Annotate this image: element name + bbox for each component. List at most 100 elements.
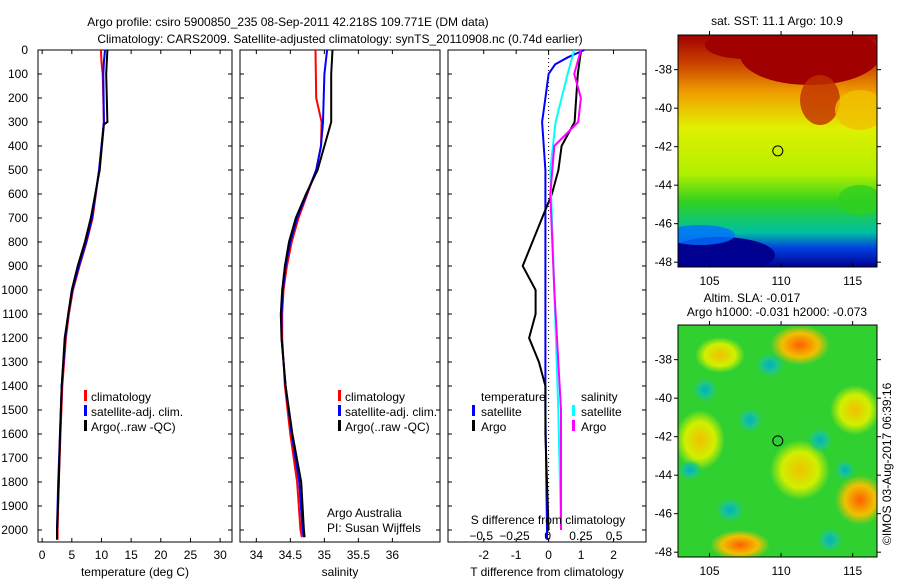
series-line-argo-raw-qc-: [56, 49, 109, 540]
annotation-argo-australia: Argo Australia: [327, 506, 402, 520]
y-tick-label: 800: [8, 235, 28, 249]
series-line-climatology: [56, 49, 105, 540]
x-tick-label: 110: [772, 564, 791, 578]
salinity-legend: climatology satellite-adj. clim. Argo(..…: [327, 390, 437, 535]
y-tick-label: 700: [8, 211, 28, 225]
y-tick-label: -40: [655, 391, 673, 405]
y-tick-label: -46: [655, 217, 673, 231]
temperature-panel: 0100200300400500600700800900100011001200…: [1, 43, 233, 579]
legend-label: climatology: [345, 390, 405, 404]
x2-tick-label: 0.5: [606, 529, 623, 543]
y-tick-label: 1200: [1, 331, 28, 345]
legend-label: climatology: [91, 390, 151, 404]
legend-label: Argo(..raw -QC): [345, 420, 430, 434]
y-tick-label: 500: [8, 163, 28, 177]
x-tick-label: 105: [699, 274, 719, 288]
map-frame: [677, 324, 878, 558]
x-axis-label: T difference from climatology: [470, 565, 624, 579]
legend-label: satellite: [581, 405, 622, 419]
x-tick-label: 35.5: [347, 548, 371, 562]
x-tick-label: 0: [545, 548, 552, 562]
x-tick-label: 1: [578, 548, 585, 562]
y-tick-label: 0: [21, 43, 28, 57]
difference-panel: -2 -1 0 1 2 T difference from climatology −0.5…: [447, 49, 647, 579]
y-tick-label: -42: [655, 140, 673, 154]
y-tick-label: 600: [8, 187, 28, 201]
y-tick-label: 1800: [1, 475, 28, 489]
x-tick-label: 15: [124, 548, 138, 562]
y-tick-label: 200: [8, 91, 28, 105]
s-axis-label: S difference from climatology: [471, 513, 626, 527]
x-tick-label: 34: [250, 548, 264, 562]
legend-heading-salinity: salinity: [581, 390, 618, 404]
x-tick-label: 2: [610, 548, 617, 562]
sla-map-subtitle: Argo h1000: -0.031 h2000: -0.073: [687, 305, 867, 319]
legend-swatch-t-argo: [472, 420, 475, 431]
temperature-legend: climatology satellite-adj. clim. Argo(..…: [84, 390, 183, 434]
y-tick-label: 1600: [1, 427, 28, 441]
x-tick-label: 25: [184, 548, 198, 562]
sst-map-axes: 105 110 115 -38 -40 -42 -44 -46 -48: [655, 31, 881, 288]
copyright-footer: ©IMOS 03-Aug-2017 06:39:16: [880, 382, 894, 545]
legend-swatch-s-satellite: [572, 405, 575, 416]
argo-location-marker: [772, 435, 784, 447]
sla-map-title: Altim. SLA: -0.017: [704, 291, 801, 305]
x-tick-label: 34.5: [279, 548, 303, 562]
legend-swatch-argo: [338, 420, 341, 431]
series-line-s-satellite: [549, 49, 576, 531]
x-axis-label: temperature (deg C): [81, 565, 189, 579]
x-tick-label: 0: [39, 548, 46, 562]
x-tick-label: 30: [213, 548, 227, 562]
x2-tick-label: −0.25: [499, 529, 530, 543]
y-tick-label: 1700: [1, 451, 28, 465]
legend-swatch-satellite: [338, 405, 341, 416]
difference-legend: temperature salinity satellite Argo sate…: [471, 390, 626, 527]
legend-label: satellite: [481, 405, 522, 419]
y-tick-label: -38: [655, 63, 673, 77]
series-line-argo-raw-qc-: [279, 49, 334, 538]
plot-frame: [239, 49, 441, 543]
x-tick-label: 115: [843, 564, 862, 578]
argo-location-marker: [772, 145, 784, 157]
y-tick-label: 1400: [1, 379, 28, 393]
sla-map-axes: 105 110 115 -38 -40 -42 -44 -46 -48: [655, 321, 881, 578]
y-tick-label: -48: [655, 255, 673, 269]
y-tick-label: -44: [655, 178, 673, 192]
x-tick-label: 20: [154, 548, 168, 562]
y-tick-label: -40: [655, 101, 673, 115]
figure-title-line2: Climatology: CARS2009. Satellite-adjuste…: [97, 32, 582, 46]
x-tick-label: 110: [772, 274, 791, 288]
plot-frame: [37, 49, 233, 543]
series-line-satellite-adj-clim-: [56, 49, 106, 540]
y-tick-label: -48: [655, 545, 673, 559]
y-tick-label: 1500: [1, 403, 28, 417]
y-tick-label: 1300: [1, 355, 28, 369]
legend-swatch-s-argo: [572, 420, 575, 431]
legend-swatch-satellite: [84, 405, 87, 416]
y-tick-label: 400: [8, 139, 28, 153]
sla-map: [678, 325, 877, 557]
legend-label: Argo: [581, 420, 607, 434]
salinity-panel: 34 34.5 35 35.5 36 salinity: [239, 49, 441, 579]
legend-swatch-climatology: [338, 390, 341, 401]
y-tick-label: 1100: [2, 307, 28, 321]
map-frame: [677, 34, 878, 268]
y-tick-label: 2000: [1, 523, 28, 537]
x-tick-label: -1: [511, 548, 522, 562]
y-tick-label: 300: [8, 115, 28, 129]
series-line-climatology: [281, 49, 323, 538]
x-tick-label: 10: [95, 548, 109, 562]
x-tick-label: -2: [478, 548, 489, 562]
legend-swatch-climatology: [84, 390, 87, 401]
legend-heading-temperature: temperature: [481, 390, 546, 404]
y-tick-label: -38: [655, 353, 673, 367]
y-tick-label: 900: [8, 259, 28, 273]
series-line-satellite-adj-clim-: [280, 49, 329, 538]
figure-title-line1: Argo profile: csiro 5900850_235 08-Sep-2…: [87, 15, 488, 29]
sst-map-title: sat. SST: 11.1 Argo: 10.9: [711, 14, 843, 28]
y-tick-label: 100: [8, 67, 28, 81]
x-tick-label: 105: [699, 564, 719, 578]
y-tick-label: 1000: [1, 283, 28, 297]
x-tick-label: 5: [68, 548, 75, 562]
